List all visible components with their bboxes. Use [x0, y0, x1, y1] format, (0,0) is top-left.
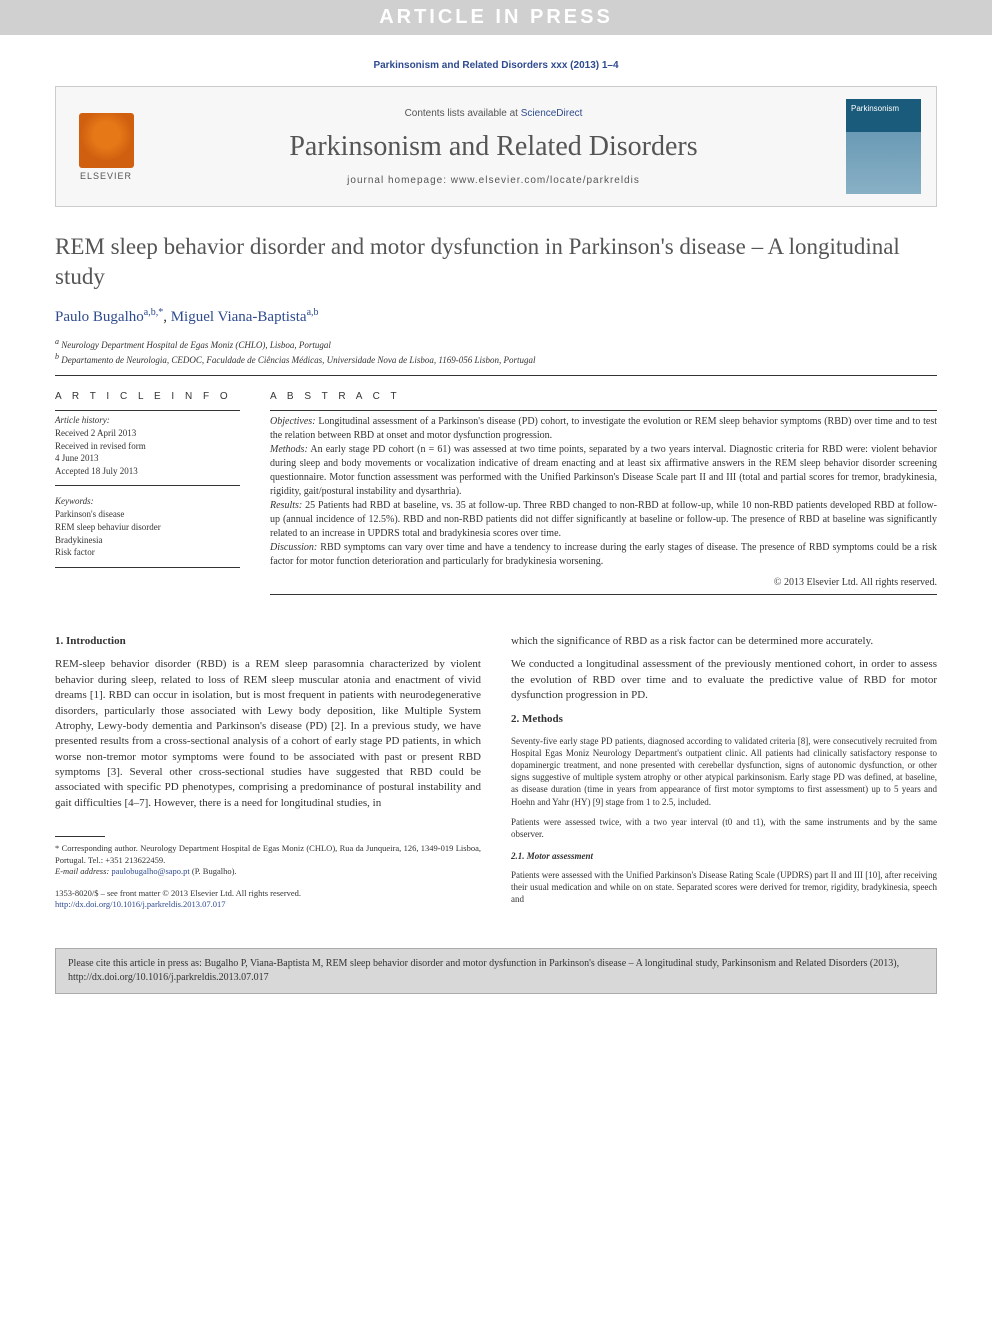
author-sup-2: a,b	[307, 307, 319, 318]
header-center: Contents lists available at ScienceDirec…	[141, 108, 846, 186]
article-title: REM sleep behavior disorder and motor dy…	[55, 232, 937, 292]
doi-link[interactable]: http://dx.doi.org/10.1016/j.parkreldis.2…	[55, 899, 226, 909]
divider-rule	[55, 375, 937, 376]
author-link-1[interactable]: Paulo Bugalho	[55, 309, 144, 325]
contents-line: Contents lists available at ScienceDirec…	[141, 108, 846, 119]
methods-heading: 2. Methods	[511, 712, 937, 727]
elsevier-label: ELSEVIER	[80, 171, 132, 181]
intro-paragraph-3: We conducted a longitudinal assessment o…	[511, 657, 937, 703]
journal-header-box: ELSEVIER Contents lists available at Sci…	[55, 86, 937, 207]
intro-paragraph-1: REM-sleep behavior disorder (RBD) is a R…	[55, 657, 481, 811]
email-suffix: (P. Bugalho).	[190, 866, 237, 876]
methods-paragraph-1: Seventy-five early stage PD patients, di…	[511, 735, 937, 808]
divider-rule	[55, 410, 240, 411]
keywords-text: Parkinson's disease REM sleep behaviur d…	[55, 508, 240, 558]
abstract-label: A B S T R A C T	[270, 391, 937, 402]
keywords-block: Keywords: Parkinson's disease REM sleep …	[55, 496, 240, 567]
footnote-rule	[55, 836, 105, 837]
corresponding-text: * Corresponding author. Neurology Depart…	[55, 843, 481, 866]
email-label: E-mail address:	[55, 866, 111, 876]
discussion-label: Discussion:	[270, 542, 317, 553]
keywords-heading: Keywords:	[55, 496, 240, 506]
elsevier-tree-icon	[79, 113, 134, 168]
affil-sup-b: b	[55, 352, 59, 361]
divider-rule	[270, 594, 937, 595]
email-link[interactable]: paulobugalho@sapo.pt	[111, 866, 189, 876]
abstract-copyright: © 2013 Elsevier Ltd. All rights reserved…	[270, 577, 937, 588]
homepage-prefix: journal homepage:	[347, 175, 451, 186]
affil-sup-a: a	[55, 337, 59, 346]
article-history-block: Article history: Received 2 April 2013 R…	[55, 415, 240, 486]
homepage-line: journal homepage: www.elsevier.com/locat…	[141, 175, 846, 186]
history-heading: Article history:	[55, 415, 240, 425]
info-abstract-row: A R T I C L E I N F O Article history: R…	[55, 391, 937, 599]
methods-label: Methods:	[270, 444, 308, 455]
methods-text: An early stage PD cohort (n = 61) was as…	[270, 444, 937, 497]
introduction-heading: 1. Introduction	[55, 634, 481, 649]
divider-rule	[270, 410, 937, 411]
citation-box: Please cite this article in press as: Bu…	[55, 948, 937, 994]
corresponding-author-footnote: * Corresponding author. Neurology Depart…	[55, 843, 481, 877]
journal-reference: Parkinsonism and Related Disorders xxx (…	[55, 60, 937, 71]
elsevier-logo: ELSEVIER	[71, 107, 141, 187]
affiliation-a: a Neurology Department Hospital de Egas …	[55, 336, 937, 352]
homepage-url: www.elsevier.com/locate/parkreldis	[451, 175, 640, 186]
journal-title: Parkinsonism and Related Disorders	[141, 131, 846, 163]
body-columns: 1. Introduction REM-sleep behavior disor…	[55, 634, 937, 913]
article-info-label: A R T I C L E I N F O	[55, 391, 240, 402]
email-line: E-mail address: paulobugalho@sapo.pt (P.…	[55, 866, 481, 877]
article-info-column: A R T I C L E I N F O Article history: R…	[55, 391, 240, 599]
objectives-label: Objectives:	[270, 416, 316, 427]
journal-cover-thumbnail	[846, 99, 921, 194]
affiliations: a Neurology Department Hospital de Egas …	[55, 336, 937, 367]
history-text: Received 2 April 2013 Received in revise…	[55, 427, 240, 477]
copyright-footer: 1353-8020/$ – see front matter © 2013 El…	[55, 888, 481, 911]
copyright-line-1: 1353-8020/$ – see front matter © 2013 El…	[55, 888, 481, 899]
body-column-left: 1. Introduction REM-sleep behavior disor…	[55, 634, 481, 913]
affiliation-b: b Departamento de Neurologia, CEDOC, Fac…	[55, 351, 937, 367]
objectives-text: Longitudinal assessment of a Parkinson's…	[270, 416, 937, 441]
article-in-press-banner: ARTICLE IN PRESS	[0, 0, 992, 35]
abstract-text: Objectives: Longitudinal assessment of a…	[270, 415, 937, 569]
motor-assessment-heading: 2.1. Motor assessment	[511, 850, 937, 863]
intro-paragraph-2: which the significance of RBD as a risk …	[511, 634, 937, 649]
contents-prefix: Contents lists available at	[405, 108, 521, 119]
discussion-text: RBD symptoms can vary over time and have…	[270, 542, 937, 567]
author-sup-1: a,b,*	[144, 307, 163, 318]
authors-line: Paulo Bugalhoa,b,*, Miguel Viana-Baptist…	[55, 307, 937, 326]
abstract-column: A B S T R A C T Objectives: Longitudinal…	[270, 391, 937, 599]
affil-text-b: Departamento de Neurologia, CEDOC, Facul…	[61, 355, 535, 365]
affil-text-a: Neurology Department Hospital de Egas Mo…	[61, 340, 331, 350]
author-link-2[interactable]: Miguel Viana-Baptista	[171, 309, 307, 325]
results-text: 25 Patients had RBD at baseline, vs. 35 …	[270, 500, 937, 539]
sciencedirect-link[interactable]: ScienceDirect	[521, 108, 583, 119]
methods-paragraph-2: Patients were assessed twice, with a two…	[511, 816, 937, 840]
results-label: Results:	[270, 500, 302, 511]
page-content: Parkinsonism and Related Disorders xxx (…	[0, 35, 992, 933]
motor-paragraph-1: Patients were assessed with the Unified …	[511, 869, 937, 905]
body-column-right: which the significance of RBD as a risk …	[511, 634, 937, 913]
